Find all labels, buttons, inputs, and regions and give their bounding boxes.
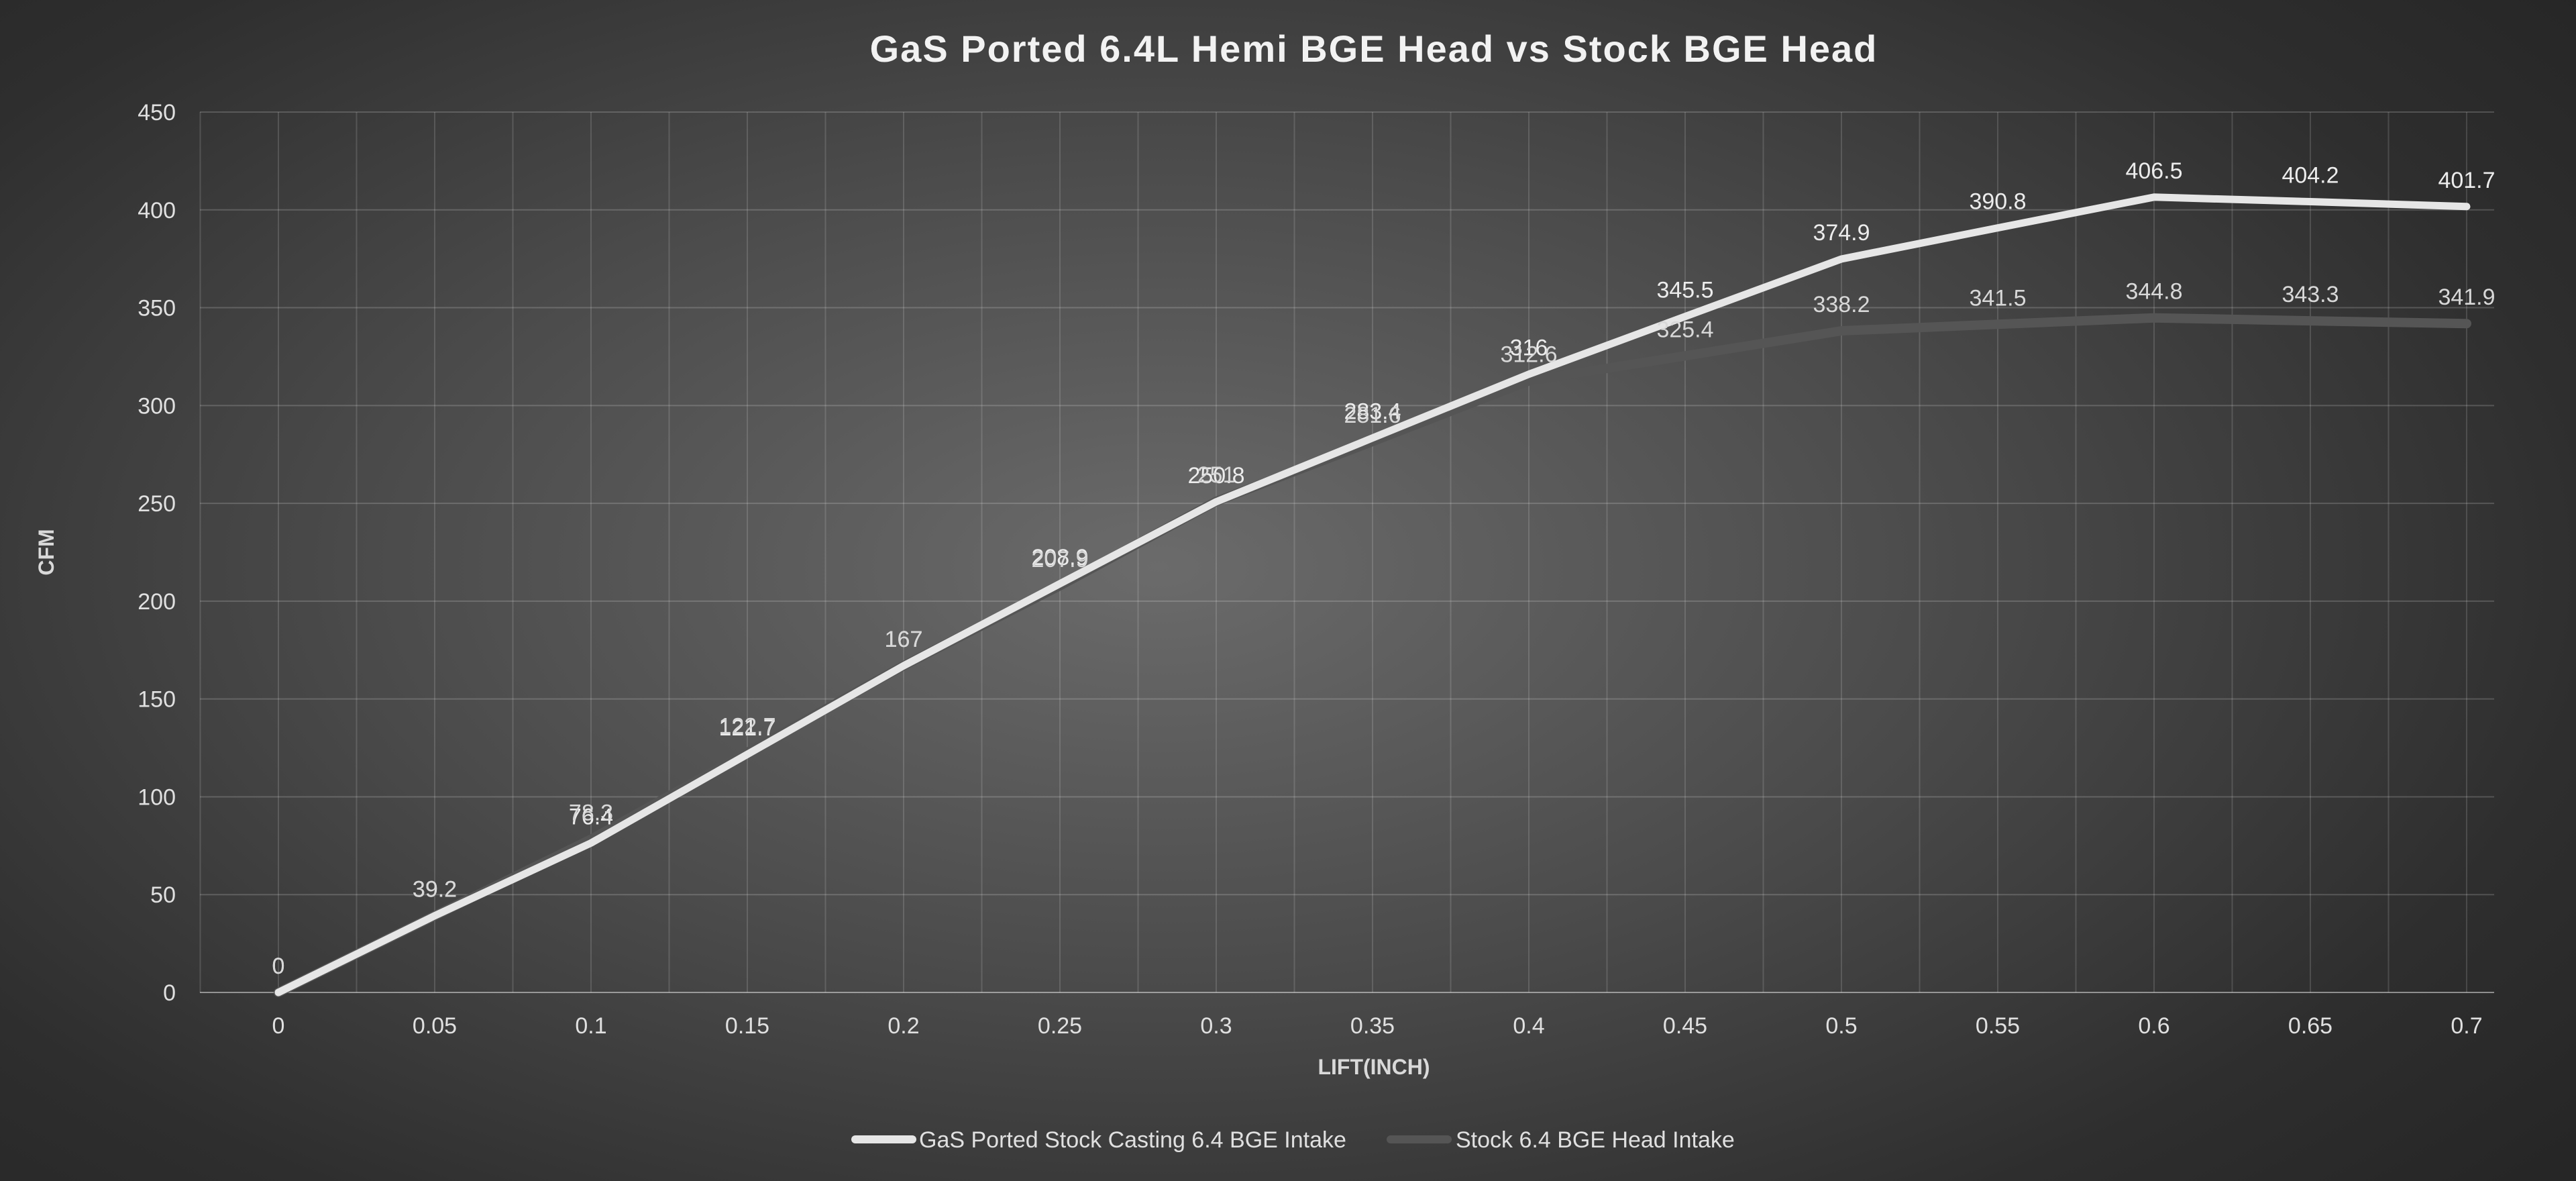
data-label-ported: 76.4: [569, 804, 613, 829]
chart-title: GaS Ported 6.4L Hemi BGE Head vs Stock B…: [870, 28, 1878, 70]
data-label-ported: 316: [1510, 336, 1548, 361]
data-label-ported: 121.7: [718, 715, 775, 741]
data-label-stock: 341.9: [2438, 285, 2495, 310]
data-label-ported: 167: [885, 627, 923, 652]
data-label-ported: 404.2: [2282, 163, 2339, 189]
x-tick-label: 0.55: [1976, 1013, 2020, 1039]
data-label-stock: 312.6: [1500, 342, 1557, 368]
x-tick-label: 0.25: [1038, 1013, 1082, 1039]
x-tick-labels: 0 0.05 0.1 0.15 0.2 0.25 0.3 0.35 0.4 0.45 0.5 0.55…: [272, 1013, 2483, 1039]
data-label-ported: 390.8: [1969, 189, 2026, 215]
data-label-ported: 374.9: [1813, 220, 1870, 246]
y-tick-label: 300: [138, 393, 176, 419]
data-label-ported: 0: [272, 954, 285, 979]
data-labels: 0 39.2 76.4 121.7 167 208.9 250.8 283.4 316 345.5…: [272, 158, 2496, 979]
data-label-ported: 406.5: [2125, 158, 2182, 184]
data-label-stock: 39.2: [413, 877, 457, 903]
legend-label-ported: GaS Ported Stock Casting 6.4 BGE Intake: [919, 1127, 1346, 1153]
x-tick-label: 0.65: [2288, 1013, 2332, 1039]
x-tick-label: 0.5: [1825, 1013, 1857, 1039]
data-label-stock: 338.2: [1813, 292, 1870, 317]
y-tick-label: 250: [138, 491, 176, 517]
y-tick-label: 400: [138, 198, 176, 223]
y-tick-label: 450: [138, 100, 176, 125]
x-tick-label: 0.05: [413, 1013, 457, 1039]
x-tick-label: 0.2: [888, 1013, 919, 1039]
data-label-stock: 207.9: [1031, 547, 1088, 572]
y-tick-label: 100: [138, 784, 176, 810]
data-label-stock: 341.5: [1969, 285, 2026, 311]
data-label-ported: 401.7: [2438, 168, 2495, 193]
y-tick-label: 0: [163, 980, 176, 1006]
x-tick-label: 0.6: [2138, 1013, 2169, 1039]
x-tick-label: 0.4: [1513, 1013, 1544, 1039]
y-tick-label: 350: [138, 296, 176, 321]
data-label-ported: 250.8: [1187, 463, 1244, 489]
y-tick-label: 50: [150, 882, 176, 908]
data-label-stock: 343.3: [2282, 282, 2339, 307]
series-line-ported: [274, 193, 2471, 996]
data-label-stock: 78.3: [569, 801, 613, 826]
x-tick-label: 0.3: [1200, 1013, 1232, 1039]
series-lines: [274, 193, 2471, 997]
data-label-stock: 325.4: [1656, 317, 1713, 342]
x-tick-label: 0.15: [725, 1013, 769, 1039]
y-tick-label: 150: [138, 687, 176, 713]
data-label-ported: 345.5: [1656, 278, 1713, 303]
data-label-stock: 344.8: [2125, 279, 2182, 305]
x-tick-label: 0: [272, 1013, 285, 1039]
data-label-stock: 281.6: [1344, 403, 1401, 428]
x-axis-label: LIFT(INCH): [1318, 1055, 1430, 1079]
y-tick-labels: 0 50 100 150 200 250 300 350 400 450: [138, 100, 176, 1006]
data-label-stock: 251: [1197, 462, 1236, 488]
grid-layer: [199, 111, 2494, 993]
y-tick-label: 200: [138, 589, 176, 615]
x-tick-label: 0.1: [575, 1013, 606, 1039]
data-label-stock: 0: [272, 954, 285, 979]
legend-label-stock: Stock 6.4 BGE Head Intake: [1456, 1127, 1735, 1153]
x-tick-label: 0.7: [2451, 1013, 2482, 1039]
data-label-ported: 283.4: [1344, 399, 1401, 425]
x-tick-label: 0.45: [1663, 1013, 1707, 1039]
data-label-stock: 122.7: [718, 713, 775, 739]
y-axis-label: CFM: [34, 529, 58, 575]
data-label-stock: 167: [885, 627, 923, 652]
x-tick-label: 0.35: [1350, 1013, 1395, 1039]
data-label-ported: 39.2: [413, 877, 457, 903]
data-label-ported: 208.9: [1031, 545, 1088, 570]
legend: GaS Ported Stock Casting 6.4 BGE Intake S…: [851, 1127, 1735, 1153]
